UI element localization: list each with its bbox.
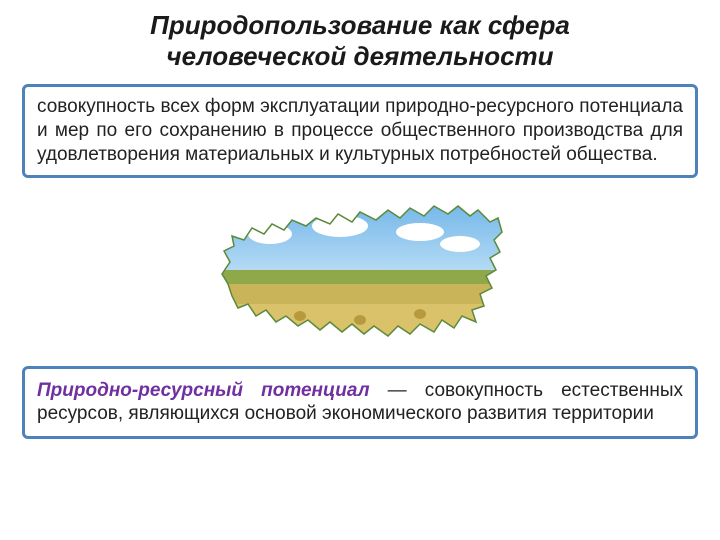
title-line1: Природопользование как сфера: [150, 10, 570, 40]
definition-2-term: Природно-ресурсный потенциал: [37, 380, 370, 401]
definition-1-text: совокупность всех форм эксплуатации прир…: [37, 96, 683, 165]
definition-box-2: Природно-ресурсный потенциал — совокупно…: [22, 366, 698, 440]
map-illustration-wrap: [0, 196, 720, 346]
slide-title: Природопользование как сфера человеческо…: [0, 0, 720, 80]
russia-map-icon: [210, 196, 510, 346]
definition-box-1: совокупность всех форм эксплуатации прир…: [22, 84, 698, 177]
title-line2: человеческой деятельности: [166, 41, 553, 71]
